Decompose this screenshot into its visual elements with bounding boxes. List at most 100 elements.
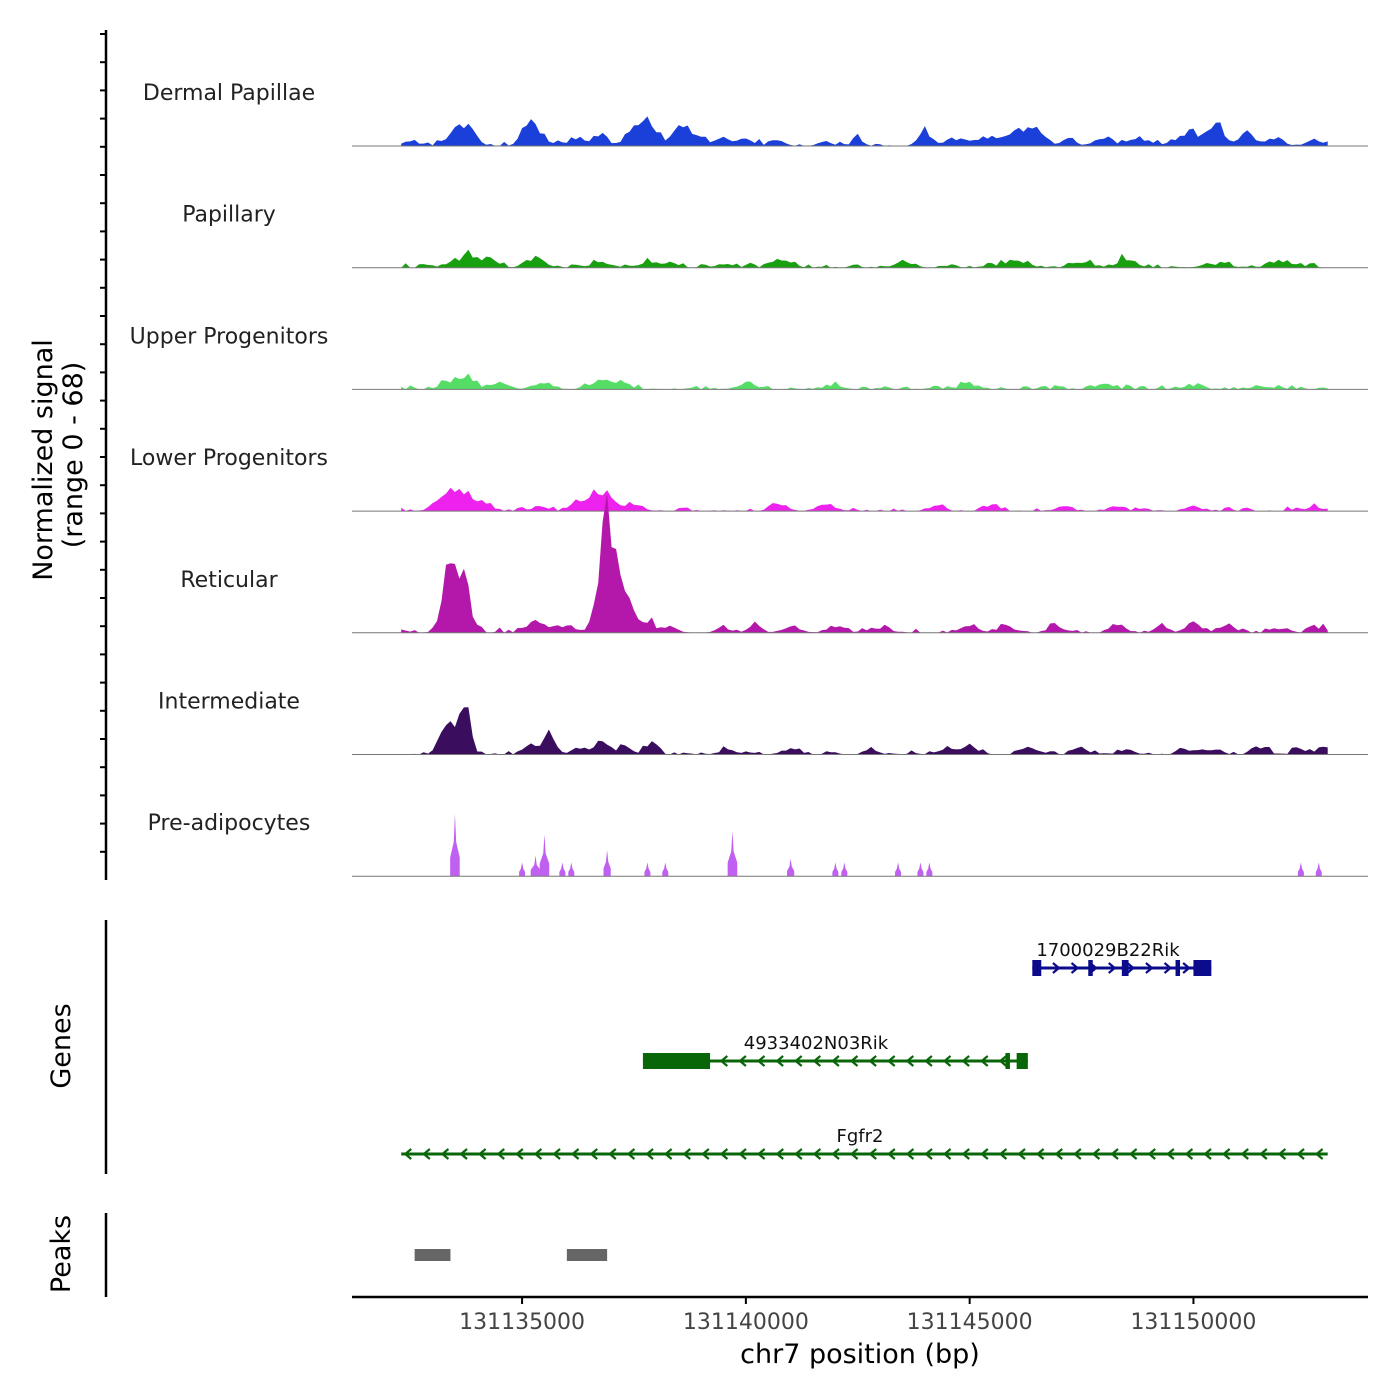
strand-arrow	[589, 1148, 598, 1160]
track-lower-progenitors: Lower Progenitors	[130, 446, 1368, 512]
gene-label: Fgfr2	[837, 1126, 884, 1147]
strand-arrow	[701, 1148, 710, 1160]
strand-arrow	[422, 1148, 431, 1160]
x-axis: 131135000 131140000 131145000 131150000	[352, 1295, 1368, 1335]
strand-arrow	[924, 1148, 933, 1160]
gene-4933402n03rik: 4933402N03Rik	[642, 1033, 1028, 1069]
strand-arrow	[812, 1055, 822, 1067]
strand-arrow	[1203, 1148, 1212, 1160]
strand-arrow	[905, 1055, 915, 1067]
signal-area	[401, 116, 1328, 146]
strand-arrow	[831, 1055, 840, 1067]
strand-arrow	[794, 1055, 803, 1067]
track-intermediate: Intermediate	[158, 690, 1368, 755]
signal-spike	[832, 862, 839, 877]
strand-arrow	[775, 1148, 784, 1160]
strand-arrow	[515, 1148, 524, 1160]
track-label: Reticular	[180, 568, 278, 593]
track-label: Dermal Papillae	[143, 81, 315, 106]
peaks-axis-title: Peaks	[46, 1215, 77, 1293]
signal-area	[401, 373, 1328, 390]
exon	[1175, 960, 1181, 976]
exon	[1032, 960, 1042, 976]
signal-panel: Dermal Papillae Papillary Upper Progenitor…	[100, 30, 1368, 880]
signal-spike	[539, 834, 550, 877]
gene-1700029b22rik: 1700029B22Rik	[1032, 940, 1212, 976]
x-tick-label: 131145000	[907, 1310, 1033, 1335]
strand-arrow	[738, 1148, 747, 1160]
strand-arrow	[756, 1055, 766, 1067]
strand-arrow	[1240, 1148, 1249, 1160]
strand-arrow	[1052, 962, 1061, 974]
track-label: Intermediate	[158, 690, 300, 715]
track-pre-adipocytes: Pre-adipocytes	[148, 811, 1368, 877]
signal-spike	[559, 862, 566, 877]
signal-spike	[787, 858, 795, 877]
x-tick-label: 131135000	[459, 1310, 585, 1335]
peaks-panel	[104, 1213, 608, 1297]
strand-arrow	[1073, 1148, 1082, 1160]
strand-arrow	[1296, 1148, 1305, 1160]
strand-arrow	[998, 1148, 1008, 1160]
strand-arrow	[459, 1148, 468, 1160]
strand-arrow	[924, 1055, 933, 1067]
strand-arrow	[1126, 962, 1136, 974]
strand-arrow	[440, 1148, 450, 1160]
strand-arrow	[868, 1055, 877, 1067]
signal-spike	[644, 862, 651, 877]
strand-arrow	[812, 1148, 822, 1160]
genes-axis-title: Genes	[46, 1003, 77, 1088]
peak-region	[566, 1249, 608, 1261]
strand-arrow	[1091, 1148, 1101, 1160]
track-papillary: Papillary	[182, 203, 1368, 269]
strand-arrow	[496, 1148, 505, 1160]
gene-fgfr2: Fgfr2	[401, 1126, 1328, 1160]
strand-arrow	[1163, 962, 1173, 974]
strand-arrow	[552, 1148, 561, 1160]
strand-arrow	[868, 1148, 877, 1160]
gene-label: 4933402N03Rik	[744, 1033, 889, 1054]
strand-arrow	[756, 1148, 766, 1160]
peak-region	[414, 1249, 451, 1261]
signal-spike	[662, 862, 669, 877]
signal-spike	[603, 850, 611, 877]
track-label: Upper Progenitors	[130, 324, 329, 349]
strand-arrow	[1054, 1148, 1063, 1160]
genes-panel: 1700029B22Rik 4933402N03Rik Fgfr2	[104, 920, 1328, 1174]
signal-spike	[1297, 862, 1304, 877]
exon	[1005, 1053, 1010, 1069]
strand-arrow	[942, 1055, 952, 1067]
signal-spike	[917, 862, 924, 877]
exon	[1193, 960, 1212, 976]
exon	[1088, 960, 1093, 976]
strand-arrow	[1017, 1148, 1026, 1160]
strand-arrow	[998, 1055, 1008, 1067]
strand-arrow	[980, 1055, 989, 1067]
y-axis-title-line2: (range 0 - 68)	[58, 362, 89, 549]
strand-arrow	[1277, 1148, 1287, 1160]
signal-spike	[895, 862, 902, 877]
strand-arrow	[719, 1055, 729, 1067]
strand-arrow	[905, 1148, 915, 1160]
strand-arrow	[961, 1055, 970, 1067]
strand-arrow	[645, 1148, 654, 1160]
strand-arrow	[663, 1148, 673, 1160]
strand-arrow	[849, 1055, 859, 1067]
signal-spike	[519, 862, 526, 877]
signal-spike	[568, 862, 575, 877]
strand-arrow	[1128, 1148, 1138, 1160]
signal-spike	[530, 855, 541, 877]
x-tick-label: 131150000	[1130, 1310, 1256, 1335]
signal-area	[401, 707, 1328, 755]
track-reticular: Reticular	[180, 493, 1368, 634]
signal-spike	[1315, 862, 1322, 877]
track-upper-progenitors: Upper Progenitors	[130, 324, 1368, 390]
signal-spike	[450, 813, 460, 877]
strand-arrow	[1145, 962, 1154, 974]
track-label: Lower Progenitors	[130, 446, 328, 471]
strand-arrow	[1108, 962, 1117, 974]
strand-arrow	[775, 1055, 784, 1067]
strand-arrow	[1070, 962, 1080, 974]
strand-arrow	[961, 1148, 970, 1160]
